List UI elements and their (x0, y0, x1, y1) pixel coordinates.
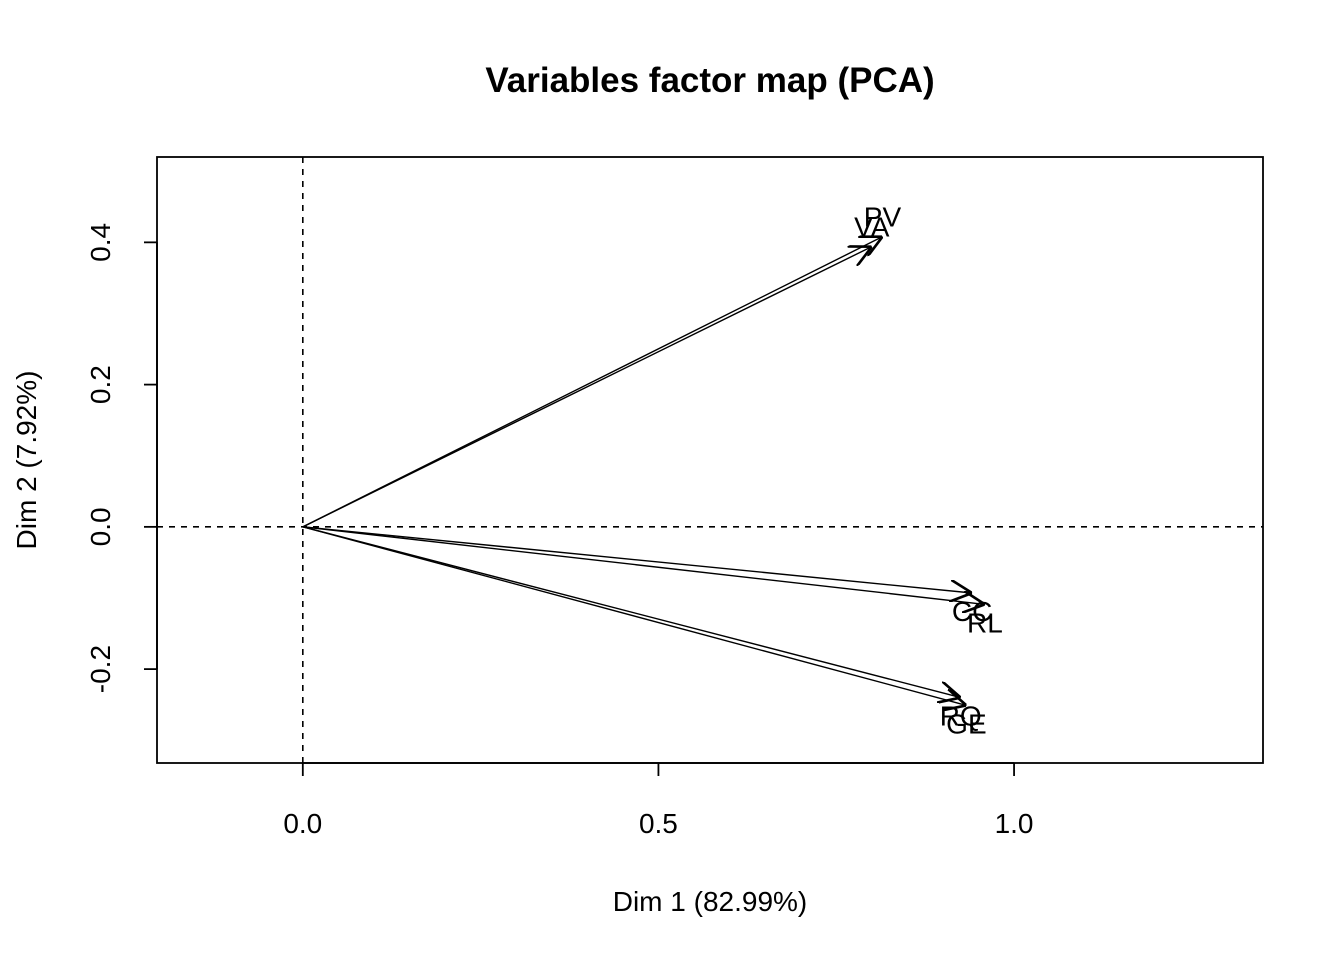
variable-label-va: VA (854, 212, 890, 243)
chart-title: Variables factor map (PCA) (485, 61, 934, 100)
arrow-rq (302, 526, 961, 698)
variable-arrows (302, 237, 985, 706)
y-axis: -0.2 0.0 0.2 0.4 (85, 223, 158, 693)
y-tick-label: -0.2 (85, 645, 116, 693)
y-axis-title: Dim 2 (7.92%) (11, 371, 42, 550)
x-tick-label: 0.5 (639, 808, 678, 839)
arrow-pv (302, 237, 883, 528)
arrow-va (302, 247, 872, 528)
plot-frame (156, 156, 1264, 764)
variable-label-ge: GE (946, 708, 986, 739)
x-axis: 0.0 0.5 1.0 (283, 762, 1034, 839)
variable-label-cc: CC (952, 596, 992, 627)
variable-label-rl: RL (967, 607, 1003, 638)
variable-label-rq: RQ (940, 701, 982, 732)
y-tick-label: 0.0 (85, 507, 116, 546)
x-tick-label: 1.0 (995, 808, 1034, 839)
arrow-cc (302, 526, 972, 593)
arrow-rl (302, 526, 985, 605)
y-tick-label: 0.2 (85, 365, 116, 404)
y-tick-label: 0.4 (85, 223, 116, 262)
variable-label-pv: PV (864, 202, 902, 233)
x-axis-title: Dim 1 (82.99%) (613, 886, 808, 917)
x-tick-label: 0.0 (283, 808, 322, 839)
arrow-ge (302, 526, 967, 706)
